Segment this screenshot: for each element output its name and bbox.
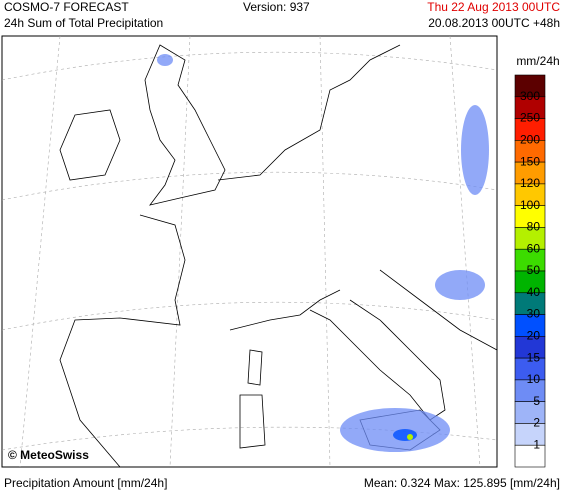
legend-label: 50 bbox=[527, 263, 541, 277]
legend-label: 1 bbox=[533, 437, 540, 451]
legend-swatch bbox=[514, 423, 546, 446]
legend-label: 250 bbox=[520, 111, 540, 125]
rain-area bbox=[340, 408, 450, 452]
legend-label: 2 bbox=[533, 416, 540, 430]
map-frame bbox=[1, 35, 498, 468]
product-title: COSMO-7 FORECAST bbox=[4, 0, 129, 14]
legend-swatch bbox=[514, 401, 546, 424]
legend-label: 30 bbox=[527, 307, 541, 321]
run-time: 20.08.2013 00UTC +48h bbox=[428, 16, 560, 30]
rain-area bbox=[461, 105, 489, 195]
legend-label: 100 bbox=[520, 198, 540, 212]
legend-label: 60 bbox=[527, 241, 541, 255]
legend: mm/24h 300250200150120100806050403020151… bbox=[514, 54, 560, 468]
rain-max bbox=[407, 434, 413, 440]
footer-stats: Mean: 0.324 Max: 125.895 [mm/24h] bbox=[364, 476, 560, 490]
legend-label: 300 bbox=[520, 89, 540, 103]
footer-quantity: Precipitation Amount [mm/24h] bbox=[4, 476, 167, 490]
field-title: 24h Sum of Total Precipitation bbox=[4, 16, 163, 30]
credit: © MeteoSwiss bbox=[8, 448, 89, 462]
legend-label: 150 bbox=[520, 154, 540, 168]
graticule bbox=[1, 35, 498, 468]
legend-label: 120 bbox=[520, 176, 540, 190]
legend-label: 15 bbox=[527, 350, 541, 364]
legend-label: 40 bbox=[527, 285, 541, 299]
version: Version: 937 bbox=[243, 0, 310, 14]
legend-swatch bbox=[514, 444, 546, 468]
legend-label: 5 bbox=[533, 394, 540, 408]
rain-area bbox=[157, 54, 173, 66]
legend-title: mm/24h bbox=[516, 54, 559, 68]
legend-label: 200 bbox=[520, 133, 540, 147]
map: © MeteoSwiss bbox=[1, 35, 498, 468]
legend-label: 10 bbox=[527, 372, 541, 386]
legend-label: 80 bbox=[527, 220, 541, 234]
valid-time: Thu 22 Aug 2013 00UTC bbox=[427, 0, 560, 14]
legend-label: 20 bbox=[527, 329, 541, 343]
precipitation bbox=[157, 54, 489, 452]
rain-area bbox=[435, 270, 485, 300]
rain-core bbox=[393, 429, 417, 441]
